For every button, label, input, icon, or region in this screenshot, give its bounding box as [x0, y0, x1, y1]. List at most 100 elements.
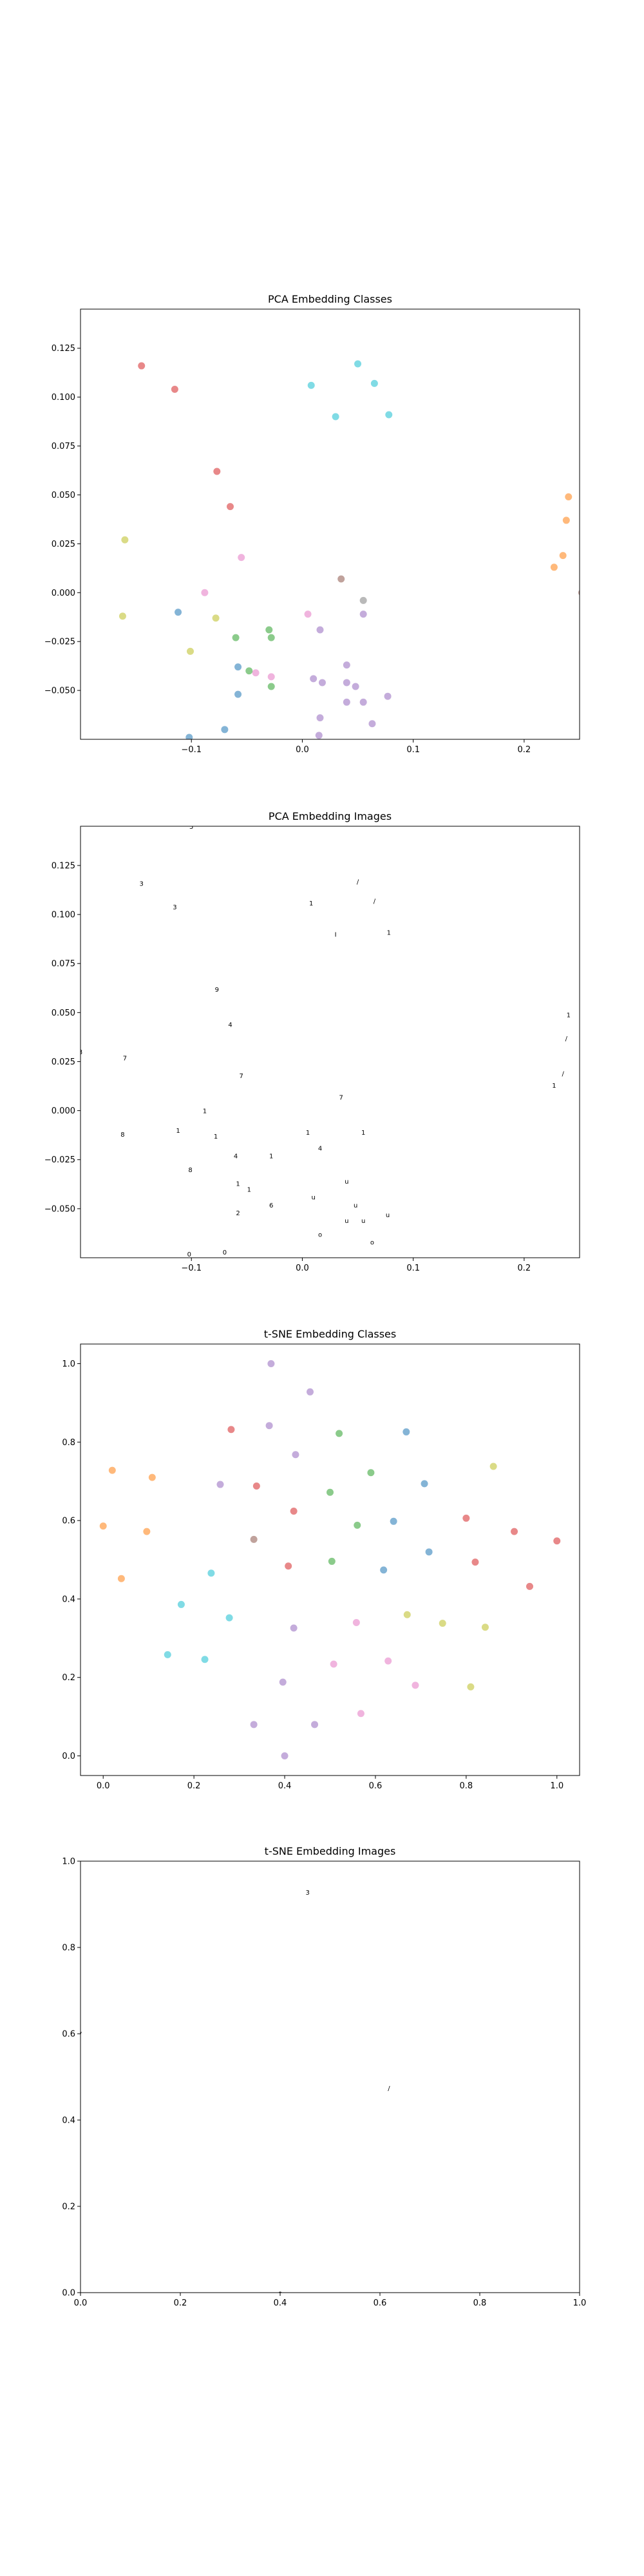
scatter-point — [384, 1658, 392, 1665]
scatter-point — [467, 1683, 474, 1690]
x-tick-label: 0.0 — [97, 1781, 110, 1791]
digit-image-marker: / — [388, 2085, 390, 2092]
scatter-point — [421, 1480, 428, 1487]
chart-title: t-SNE Embedding Classes — [264, 1328, 396, 1340]
y-tick-label: 0.000 — [52, 589, 75, 598]
digit-image-marker: 1 — [247, 1186, 251, 1193]
digit-image-marker: u — [345, 1179, 348, 1186]
data-points: 3 / / o — [79, 1889, 390, 2297]
plot-frame — [80, 826, 580, 1258]
digit-image-marker: 6 — [269, 1202, 273, 1209]
digit-image-marker: 4 — [318, 1145, 322, 1152]
y-tick-label: 0.4 — [62, 1595, 75, 1604]
chart-panel-3: t-SNE Embedding Classes 0.0 0.2 0.4 0.6 0.8 1.… — [62, 1328, 580, 1791]
scatter-point — [360, 611, 367, 618]
scatter-point — [317, 626, 324, 633]
scatter-point — [317, 714, 324, 721]
digit-image-marker: / — [565, 1036, 568, 1043]
digit-image-marker: 3 — [140, 880, 144, 887]
scatter-point — [311, 1721, 318, 1728]
y-tick-label: 1.0 — [62, 1359, 75, 1369]
scatter-point — [563, 516, 570, 524]
scatter-point — [352, 683, 359, 690]
scatter-point — [207, 1569, 214, 1577]
y-tick-label: 0.125 — [52, 344, 75, 354]
digit-image-marker: u — [345, 1218, 348, 1225]
y-tick-label: 0.050 — [52, 1009, 75, 1018]
scatter-point — [245, 667, 252, 674]
digit-image-marker: 1 — [176, 1128, 180, 1135]
digit-image-marker: 1 — [306, 1130, 310, 1137]
digit-image-marker: 1 — [236, 1180, 240, 1188]
digit-image-marker: 9 — [215, 987, 219, 994]
scatter-point — [551, 564, 558, 571]
digit-image-marker: 1 — [203, 1108, 207, 1115]
scatter-point — [336, 1430, 343, 1437]
scatter-point — [368, 720, 375, 727]
y-tick-label: −0.050 — [44, 1204, 75, 1214]
scatter-point — [390, 1518, 397, 1525]
scatter-point — [119, 612, 126, 620]
chart-panel-4: t-SNE Embedding Images3//o0.00.20.40.60.… — [62, 1845, 586, 2308]
digit-image-marker: 8 — [188, 1167, 192, 1174]
scatter-point — [328, 1558, 336, 1565]
scatter-point — [371, 380, 378, 387]
y-tick-label: 0.8 — [62, 1944, 75, 1953]
scatter-point — [343, 699, 350, 706]
scatter-point — [360, 597, 367, 604]
scatter-point — [100, 1522, 107, 1530]
y-tick-label: 0.4 — [62, 2116, 75, 2126]
y-tick-label: 0.100 — [52, 911, 75, 920]
x-tick-label: 0.0 — [296, 745, 309, 755]
scatter-point — [217, 1481, 224, 1488]
digit-image-marker: I — [335, 932, 337, 939]
digit-image-marker: o — [370, 1240, 374, 1247]
scatter-point — [149, 1474, 156, 1481]
y-tick-label: 0.125 — [52, 861, 75, 871]
scatter-point — [213, 614, 220, 621]
scatter-point — [307, 1388, 314, 1396]
digit-image-marker: 1 — [269, 1153, 273, 1160]
scatter-point — [202, 1656, 209, 1663]
data-points — [100, 1360, 561, 1759]
scatter-point — [178, 1601, 185, 1608]
scatter-point — [354, 1522, 361, 1529]
scatter-point — [337, 576, 345, 583]
x-tick-label: 0.0 — [74, 2298, 88, 2308]
digit-image-marker: 3 — [173, 904, 176, 911]
y-tick-label: 0.075 — [52, 960, 75, 969]
digit-image-marker: 1 — [214, 1133, 218, 1141]
digit-image-marker: o — [318, 1231, 322, 1238]
y-tick-label: 1.0 — [62, 1857, 75, 1867]
y-tick-label: 0.025 — [52, 1057, 75, 1067]
chart-panel-2: PCA Embedding Images5331//I 1941/37/7171/… — [44, 810, 583, 1273]
digit-image-marker: u — [386, 1212, 390, 1219]
scatter-point — [343, 661, 350, 668]
scatter-point — [439, 1620, 446, 1627]
digit-image-marker: 2 — [236, 1210, 240, 1217]
digit-image-marker: 8 — [120, 1132, 124, 1139]
digit-image-marker: 1 — [552, 1083, 556, 1090]
y-tick-label: 0.000 — [52, 1106, 75, 1116]
y-tick-label: 0.6 — [62, 1517, 75, 1526]
scatter-point — [238, 554, 245, 561]
y-tick-label: 0.100 — [52, 393, 75, 402]
scatter-point — [560, 552, 567, 559]
scatter-point — [310, 675, 317, 682]
scatter-point — [354, 361, 361, 368]
scatter-point — [252, 669, 260, 676]
digit-image-marker: 7 — [339, 1094, 343, 1101]
x-tick-label: 0.6 — [374, 2298, 387, 2308]
x-tick-label: 0.2 — [518, 745, 531, 755]
digit-image-marker: u — [311, 1195, 315, 1202]
x-tick-label: 0.1 — [406, 745, 420, 755]
scatter-point — [292, 1451, 299, 1458]
data-points — [119, 301, 585, 741]
scatter-point — [226, 1615, 233, 1622]
digit-image-marker: 1 — [567, 1012, 571, 1019]
scatter-point — [385, 411, 392, 418]
scatter-point — [330, 1661, 337, 1668]
scatter-point — [213, 468, 220, 475]
scatter-point — [268, 673, 275, 680]
